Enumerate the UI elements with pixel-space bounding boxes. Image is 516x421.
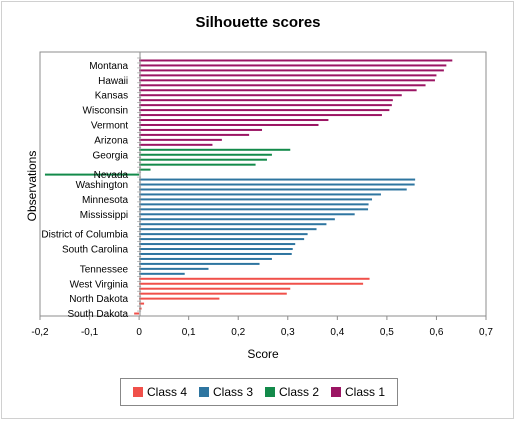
x-tick-label: 0,3 — [281, 327, 295, 338]
bar — [139, 183, 415, 186]
bar — [139, 99, 393, 102]
legend-label: Class 3 — [212, 385, 253, 399]
bar — [139, 69, 444, 72]
bar — [139, 223, 327, 226]
bar — [139, 158, 267, 161]
legend-swatch — [198, 387, 209, 397]
y-category-labels: Montana Hawaii Kansas Wisconsin Vermont Arizo… — [41, 57, 142, 320]
bar — [139, 208, 369, 211]
x-tick-label: 0,7 — [479, 327, 493, 338]
legend-label: Class 1 — [344, 385, 385, 399]
bar — [139, 213, 355, 216]
bar — [139, 198, 373, 201]
bar — [139, 74, 437, 77]
bar — [139, 243, 296, 246]
x-tick-label: 0,2 — [231, 327, 245, 338]
bar — [139, 218, 335, 221]
y-category-label: Georgia — [93, 150, 129, 161]
bar — [44, 173, 140, 176]
bar — [139, 297, 220, 300]
bar — [139, 193, 381, 196]
y-category-label: South Carolina — [62, 245, 129, 256]
bar — [139, 119, 329, 122]
bar-group — [44, 59, 453, 315]
bar — [139, 257, 272, 260]
y-category-label: Vermont — [91, 120, 128, 131]
bar — [139, 282, 364, 285]
bar — [139, 104, 392, 107]
bar — [139, 178, 416, 181]
y-category-label: Wisconsin — [83, 106, 129, 117]
bar — [139, 143, 213, 146]
bar — [139, 233, 308, 236]
bar — [139, 252, 292, 255]
bar — [139, 128, 263, 131]
chart-legend: Class 4 Class 3 Class 2 Class 1 — [120, 378, 398, 406]
x-tick-label: 0,1 — [182, 327, 196, 338]
legend-swatch — [330, 387, 341, 397]
x-axis-title: Score — [247, 347, 279, 361]
bar — [139, 114, 382, 117]
y-category-label: Arizona — [94, 135, 128, 146]
bar — [139, 64, 447, 67]
bar — [139, 238, 305, 241]
bar — [139, 168, 151, 171]
bar — [139, 302, 145, 305]
x-tick-label: 0,4 — [330, 327, 344, 338]
bar — [139, 123, 319, 126]
y-category-label: Montana — [89, 61, 128, 72]
bar — [139, 153, 272, 156]
y-category-label: Minnesota — [82, 195, 129, 206]
bar — [139, 94, 402, 97]
legend-item: Class 3 — [198, 385, 253, 399]
bar — [139, 109, 390, 112]
bar — [139, 248, 293, 251]
bar — [139, 262, 260, 265]
bar — [139, 79, 435, 82]
bar — [139, 228, 317, 231]
bar — [134, 312, 140, 315]
bar — [139, 163, 256, 166]
chart-title: Silhouette scores — [195, 14, 320, 31]
bar — [139, 133, 250, 136]
x-tick-labels: -0,2 -0,1 0 0,1 0,2 0,3 0,4 0,5 0,6 0,7 — [31, 316, 493, 338]
y-category-label: North Dakota — [69, 294, 128, 305]
legend-swatch — [264, 387, 275, 397]
bar — [139, 89, 417, 92]
x-tick-label: 0 — [136, 327, 142, 338]
bar — [139, 138, 222, 141]
y-category-label: District of Columbia — [41, 230, 128, 241]
bar — [139, 292, 287, 295]
legend-label: Class 2 — [278, 385, 319, 399]
y-category-label: Tennessee — [80, 264, 129, 275]
y-category-label: West Virginia — [70, 279, 129, 290]
bar — [139, 272, 185, 275]
y-category-label: Hawaii — [98, 76, 128, 87]
y-category-label: Kansas — [95, 91, 128, 102]
y-category-label: Mississippi — [80, 210, 128, 221]
bar — [139, 277, 370, 280]
x-tick-label: -0,1 — [81, 327, 99, 338]
bar — [139, 267, 209, 270]
legend-label: Class 4 — [146, 385, 187, 399]
bar — [139, 59, 453, 62]
y-category-label: Nevada — [94, 170, 129, 181]
legend-item: Class 4 — [132, 385, 187, 399]
legend-swatch — [132, 387, 143, 397]
x-tick-label: 0,6 — [429, 327, 443, 338]
y-axis-title: Observations — [25, 151, 39, 222]
legend-item: Class 1 — [330, 385, 385, 399]
y-category-label: Washington — [76, 180, 128, 191]
bar — [139, 84, 426, 87]
bar — [139, 203, 369, 206]
y-category-label: South Dakota — [68, 309, 129, 320]
x-tick-label: 0,5 — [380, 327, 394, 338]
legend-item: Class 2 — [264, 385, 319, 399]
bar — [139, 148, 291, 151]
bar — [139, 287, 291, 290]
bar — [139, 188, 407, 191]
x-tick-label: -0,2 — [31, 327, 49, 338]
